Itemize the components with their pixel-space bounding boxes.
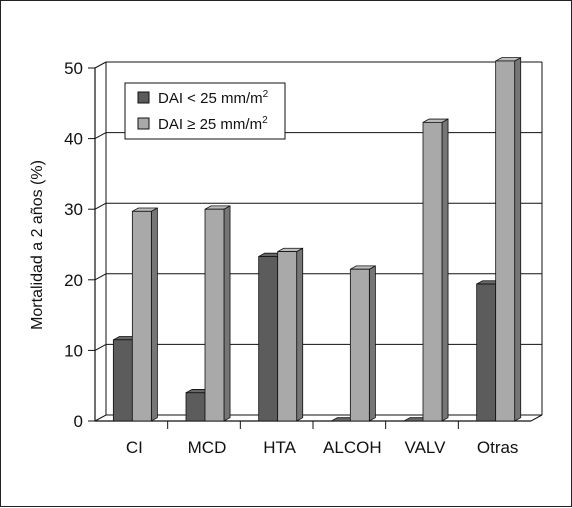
y-tick-label: 50	[64, 59, 83, 78]
y-tick-label: 40	[64, 130, 83, 149]
x-tick-label: ALCOH	[323, 438, 382, 457]
y-tick-label: 30	[64, 200, 83, 219]
x-tick-label: VALV	[405, 438, 447, 457]
y-axis-title: Mortalidad a 2 años (%)	[29, 160, 46, 330]
bar-side	[514, 56, 522, 422]
bar-VALV-series-2	[422, 118, 449, 422]
x-tick-label: CI	[126, 438, 143, 457]
bar-front	[185, 392, 206, 422]
bar-front	[131, 210, 152, 422]
x-tick-label: MCD	[188, 438, 227, 457]
bar-side	[296, 247, 304, 422]
legend-label-series-2: DAI ≥ 25 mm/m2	[158, 115, 268, 133]
bar-side	[223, 205, 231, 422]
tick-labels: 0 10 20 30 40 50 CI MCD HTA ALCOH VALV Otras	[64, 59, 518, 457]
x-tick-label: Otras	[477, 438, 519, 457]
bar-side	[441, 118, 449, 422]
legend: DAI < 25 mm/m2 DAI ≥ 25 mm/m2	[124, 82, 286, 140]
floor	[94, 414, 543, 422]
legend-swatch-series-2	[137, 117, 150, 130]
y-tick-label: 20	[64, 271, 83, 290]
legend-box	[124, 82, 286, 140]
bar-front	[476, 283, 497, 422]
x-tick-label: HTA	[263, 438, 296, 457]
legend-swatch-series-1	[137, 91, 150, 104]
bar-front	[349, 268, 370, 422]
bars	[112, 56, 522, 422]
bar-side	[368, 265, 376, 422]
bar-front	[258, 256, 279, 422]
bar-HTA-series-2	[277, 247, 304, 422]
gridline-side	[94, 343, 107, 351]
y-tick-label: 0	[74, 412, 83, 431]
bar-front	[422, 121, 443, 422]
gridline-side	[94, 61, 107, 69]
y-tick-label: 10	[64, 341, 83, 360]
gridline-side	[94, 273, 107, 281]
legend-label-series-1: DAI < 25 mm/m2	[158, 89, 269, 107]
gridline-side	[94, 202, 107, 210]
bar-ALCOH-series-2	[349, 265, 376, 422]
bar-Otras-series-2	[495, 56, 522, 422]
bar-side	[150, 207, 158, 422]
bar-front	[277, 251, 298, 422]
bar-front	[112, 339, 133, 422]
gridline-side	[94, 132, 107, 140]
bar-MCD-series-2	[204, 205, 231, 422]
bar-front	[495, 60, 516, 422]
bar-CI-series-2	[131, 207, 158, 422]
bar-front	[204, 208, 225, 422]
